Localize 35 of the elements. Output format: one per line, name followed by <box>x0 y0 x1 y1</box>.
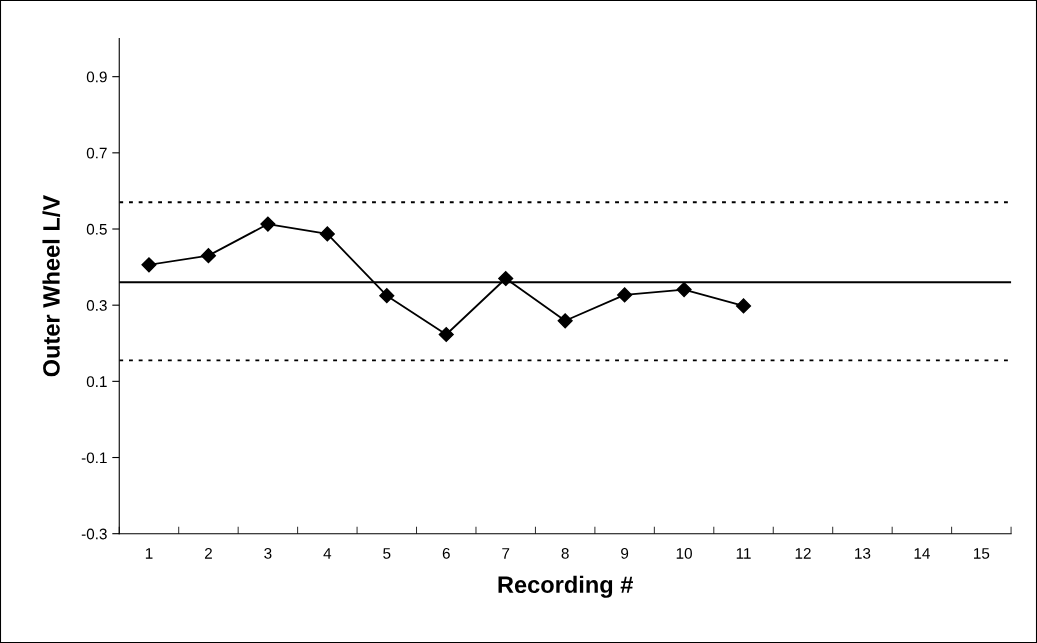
point <box>438 326 454 343</box>
x-tick-label: 6 <box>442 547 450 559</box>
x-tick-label: 13 <box>855 547 871 559</box>
x-tick-label: 1 <box>145 548 153 559</box>
x-tick-label: 5 <box>383 548 391 559</box>
point <box>319 226 335 242</box>
point <box>617 287 633 303</box>
y-tick-label: 0.1 <box>86 376 107 388</box>
point <box>557 313 573 329</box>
x-tick-label: 3 <box>264 547 272 559</box>
x-tick-label: 14 <box>914 548 930 559</box>
y-axis-title: Outer Wheel L/V <box>42 195 61 377</box>
x-tick-label: 2 <box>204 547 212 559</box>
x-tick-label: 15 <box>974 548 990 559</box>
y-tick-label: -0.1 <box>81 452 107 464</box>
y-tick-label: 0.9 <box>86 71 107 83</box>
x-tick-label: 9 <box>621 547 629 559</box>
point <box>379 288 395 304</box>
point <box>260 216 276 232</box>
y-tick-label: -0.3 <box>81 528 107 540</box>
point <box>676 281 692 298</box>
point <box>200 248 217 264</box>
x-tick-label: 4 <box>323 548 332 559</box>
point <box>141 257 157 273</box>
y-tick-label: 0.5 <box>86 223 107 235</box>
point <box>498 270 514 287</box>
x-tick-label: 8 <box>561 547 569 559</box>
x-tick-label: 10 <box>676 547 692 559</box>
y-tick-label: 0.7 <box>86 147 107 159</box>
point <box>735 298 752 314</box>
x-axis-title: Recording # <box>498 575 634 598</box>
x-tick-label: 11 <box>736 548 751 559</box>
y-tick-label: 0.3 <box>86 300 107 311</box>
x-tick-label: 12 <box>795 547 811 559</box>
x-tick-label: 7 <box>502 548 510 559</box>
